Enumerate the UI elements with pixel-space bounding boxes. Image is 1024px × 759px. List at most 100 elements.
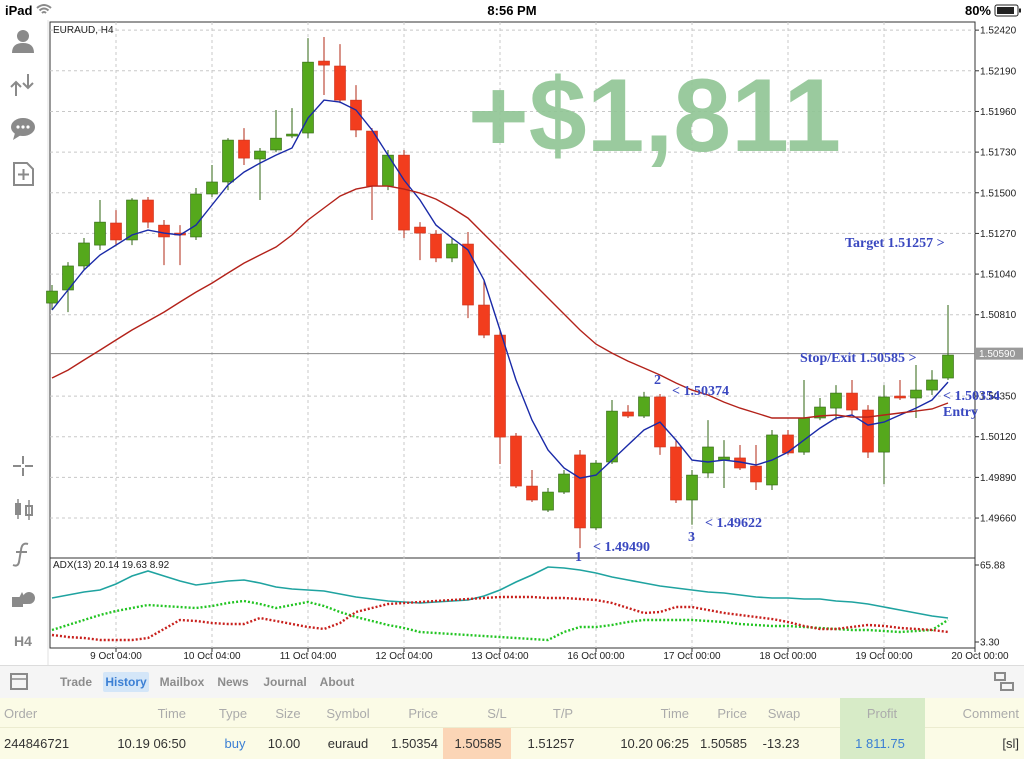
candle-body-up	[590, 462, 602, 529]
column-header: S/L	[487, 706, 507, 721]
series-line	[51, 185, 949, 419]
x-tick-label: 9 Oct 04:00	[90, 651, 142, 662]
y-tick-label: 1.51960	[980, 107, 1017, 118]
x-tick-label: 16 Oct 00:00	[567, 651, 625, 662]
tab[interactable]: Trade	[60, 675, 92, 689]
table-cell: 10.20 06:25	[620, 736, 689, 751]
chart-type-button[interactable]	[15, 499, 33, 520]
annotation: 2	[654, 373, 661, 388]
table-cell: 10.19 06:50	[117, 736, 186, 751]
chart-title: EURAUD, H4	[53, 25, 114, 36]
new-order-button[interactable]	[13, 162, 34, 186]
candle-body-down	[158, 224, 170, 238]
candle-body-down	[110, 222, 122, 241]
indicator-title: ADX(13) 20.14 19.63 8.92	[53, 560, 170, 571]
battery-fill	[997, 7, 1014, 14]
crosshair-button[interactable]	[13, 456, 33, 476]
wifi-icon	[36, 4, 52, 14]
candle-body-up	[558, 473, 570, 493]
orders-table: Order Time Type Size Symbol Price S/L T/P Time Pr…	[4, 706, 1019, 751]
table-cell: 1.50585	[455, 736, 502, 751]
y-tick-label: 1.51730	[980, 148, 1017, 159]
tab[interactable]: History	[105, 675, 147, 689]
y-tick-label: 1.50120	[980, 432, 1017, 443]
candle-body-down	[622, 411, 634, 417]
tab[interactable]: Mailbox	[160, 675, 205, 689]
profit-column	[840, 698, 925, 759]
left-toolbar: H4	[10, 20, 49, 665]
current-price-label: 1.50590	[979, 349, 1016, 360]
tab[interactable]: News	[217, 675, 249, 689]
y-tick-label: 1.51270	[980, 229, 1017, 240]
series-line	[51, 566, 949, 619]
candle-body-up	[910, 389, 922, 399]
candle-body-up	[926, 379, 938, 391]
battery-tip	[1019, 8, 1021, 13]
x-tick-label: 11 Oct 04:00	[280, 651, 337, 662]
indicators-button[interactable]	[12, 542, 29, 567]
candle-body-down	[350, 99, 362, 131]
trade-button[interactable]	[10, 74, 34, 96]
candle-body-down	[142, 199, 154, 223]
series-line	[51, 595, 949, 642]
chat-button[interactable]	[11, 118, 35, 140]
x-tick-label: 12 Oct 04:00	[375, 651, 433, 662]
column-header: Time	[158, 706, 186, 721]
y-tick-label: 1.50810	[980, 310, 1017, 321]
annotation: 3	[688, 530, 695, 545]
candle-body-down	[750, 465, 762, 483]
candle-body-up	[606, 410, 618, 463]
candle-body-up	[382, 154, 394, 187]
timeframe-button[interactable]: H4	[14, 633, 32, 649]
candle-body-down	[334, 65, 346, 101]
table-cell: -13.23	[763, 736, 800, 751]
table-cell: 10.00	[268, 736, 301, 751]
candle-body-down	[846, 392, 858, 411]
candle-body-down	[366, 130, 378, 187]
account-button[interactable]	[12, 30, 34, 53]
column-header: Order	[4, 706, 38, 721]
candle-body-down	[398, 154, 410, 231]
tab[interactable]: About	[320, 675, 355, 689]
candle-body-up	[206, 181, 218, 195]
candle-body-down	[238, 139, 250, 159]
column-header: Comment	[963, 706, 1020, 721]
y-tick-label: 1.49890	[980, 473, 1017, 484]
y-tick-label: 1.51500	[980, 188, 1017, 199]
y-tick-label: 1.52190	[980, 66, 1017, 77]
layout-button[interactable]	[994, 672, 1014, 691]
sl-cell	[443, 728, 511, 759]
column-header: Size	[275, 706, 300, 721]
tab-bar	[0, 665, 1024, 698]
candle-body-up	[78, 242, 90, 267]
candle-body-down	[670, 446, 682, 501]
x-tick-label: 10 Oct 04:00	[183, 651, 241, 662]
carrier: iPad	[5, 3, 33, 18]
table-cell: 1.51257	[528, 736, 575, 751]
clock: 8:56 PM	[487, 3, 536, 18]
candle-body-up	[62, 265, 74, 291]
plot-area: 1.52420 1.52190 1.51960 1.51730 1.51500 1.512…	[46, 22, 1023, 662]
column-header: Price	[408, 706, 438, 721]
candle-body-down	[462, 243, 474, 306]
annotation: Entry	[943, 405, 978, 420]
candle-body-up	[286, 133, 298, 137]
candle-body-up	[94, 221, 106, 246]
column-header: Swap	[768, 706, 801, 721]
objects-button[interactable]	[12, 592, 35, 607]
table-cell: buy	[225, 736, 246, 751]
tab[interactable]: Journal	[263, 675, 306, 689]
candle-body-down	[526, 485, 538, 501]
candle-body-up	[830, 392, 842, 409]
candle-body-up	[190, 193, 202, 238]
calendar-button[interactable]	[10, 673, 28, 690]
candle-body-down	[478, 304, 490, 336]
candle-body-up	[126, 199, 138, 241]
column-header: Price	[717, 706, 747, 721]
x-tick-label: 18 Oct 00:00	[759, 651, 817, 662]
candle-body-down	[318, 60, 330, 66]
candle-body-up	[702, 446, 714, 474]
y-tick-label: 1.50350	[980, 392, 1017, 403]
